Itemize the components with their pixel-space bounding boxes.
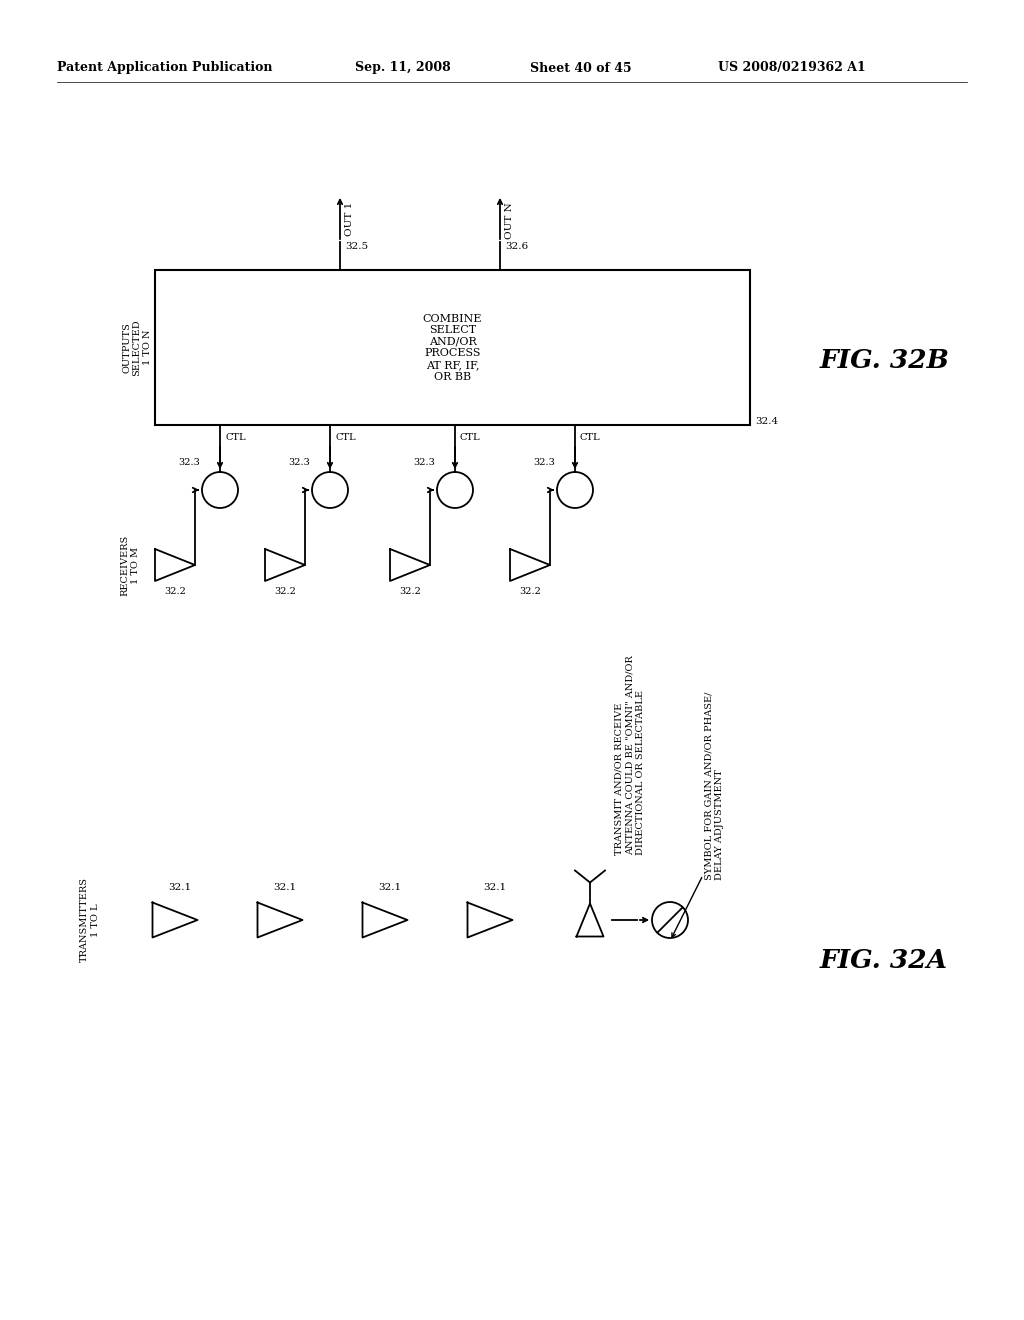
Text: 32.1: 32.1 <box>379 883 401 892</box>
Text: 32.3: 32.3 <box>413 458 435 467</box>
Text: CTL: CTL <box>335 433 355 442</box>
Text: Patent Application Publication: Patent Application Publication <box>57 62 272 74</box>
Text: US 2008/0219362 A1: US 2008/0219362 A1 <box>718 62 865 74</box>
Text: TRANSMITTERS
1 TO L: TRANSMITTERS 1 TO L <box>80 878 99 962</box>
Text: 32.4: 32.4 <box>755 417 778 426</box>
Text: FIG. 32B: FIG. 32B <box>820 347 950 372</box>
Text: COMBINE
SELECT
AND/OR
PROCESS
AT RF, IF,
OR BB: COMBINE SELECT AND/OR PROCESS AT RF, IF,… <box>423 314 482 381</box>
Text: SYMBOL FOR GAIN AND/OR PHASE/
DELAY ADJUSTMENT: SYMBOL FOR GAIN AND/OR PHASE/ DELAY ADJU… <box>705 692 724 880</box>
Text: RECEIVERS
1 TO M: RECEIVERS 1 TO M <box>120 535 139 595</box>
Text: CTL: CTL <box>580 433 601 442</box>
Text: OUTPUTS
SELECTED
1 TO N: OUTPUTS SELECTED 1 TO N <box>122 319 152 376</box>
Text: 32.3: 32.3 <box>178 458 200 467</box>
Text: 32.5: 32.5 <box>345 242 368 251</box>
Text: 32.2: 32.2 <box>164 587 186 597</box>
Text: CTL: CTL <box>460 433 480 442</box>
Text: FIG. 32A: FIG. 32A <box>820 948 948 973</box>
Text: 32.3: 32.3 <box>534 458 555 467</box>
Text: CTL: CTL <box>225 433 246 442</box>
Text: OUT N: OUT N <box>505 202 514 239</box>
Text: Sheet 40 of 45: Sheet 40 of 45 <box>530 62 632 74</box>
Text: 32.2: 32.2 <box>274 587 296 597</box>
Text: 32.1: 32.1 <box>168 883 191 892</box>
Text: 32.6: 32.6 <box>505 242 528 251</box>
Text: TRANSMIT AND/OR RECEIVE
ANTENNA COULD BE "OMNI" AND/OR
DIRECTIONAL OR SELECTABLE: TRANSMIT AND/OR RECEIVE ANTENNA COULD BE… <box>615 655 645 855</box>
Text: 32.2: 32.2 <box>519 587 541 597</box>
Text: 32.1: 32.1 <box>273 883 297 892</box>
Text: 32.2: 32.2 <box>399 587 421 597</box>
Text: 32.3: 32.3 <box>288 458 310 467</box>
Text: 32.1: 32.1 <box>483 883 507 892</box>
Text: Sep. 11, 2008: Sep. 11, 2008 <box>355 62 451 74</box>
Text: OUT 1: OUT 1 <box>345 202 354 236</box>
Bar <box>155 271 750 425</box>
